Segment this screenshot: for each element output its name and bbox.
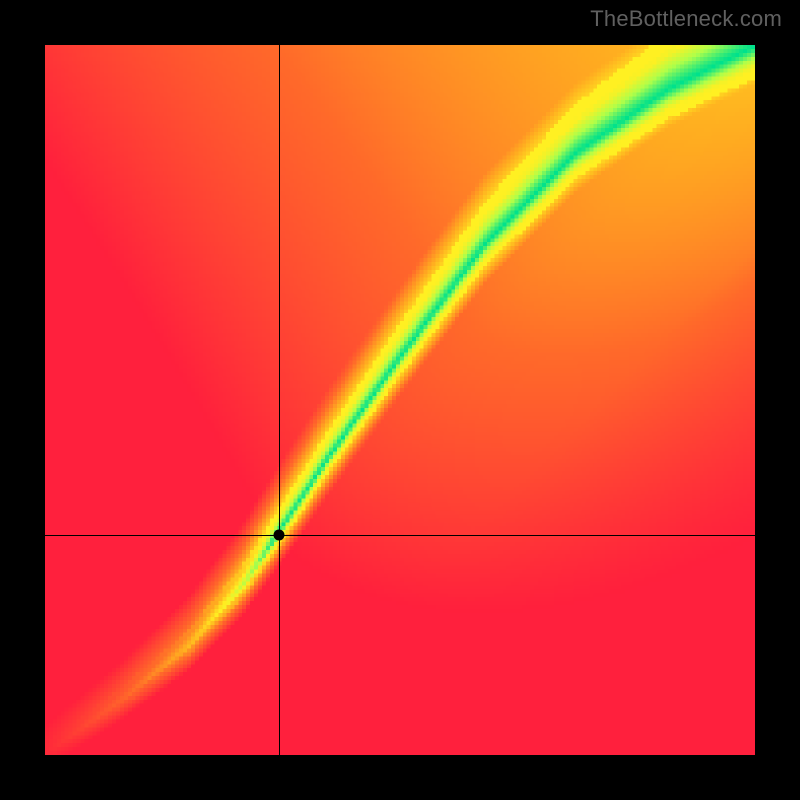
crosshair-marker <box>274 529 285 540</box>
heatmap-canvas <box>45 45 755 755</box>
image-root: TheBottleneck.com <box>0 0 800 800</box>
plot-area <box>45 45 755 755</box>
crosshair-vertical <box>279 45 280 755</box>
watermark-text: TheBottleneck.com <box>590 6 782 32</box>
crosshair-horizontal <box>45 535 755 536</box>
